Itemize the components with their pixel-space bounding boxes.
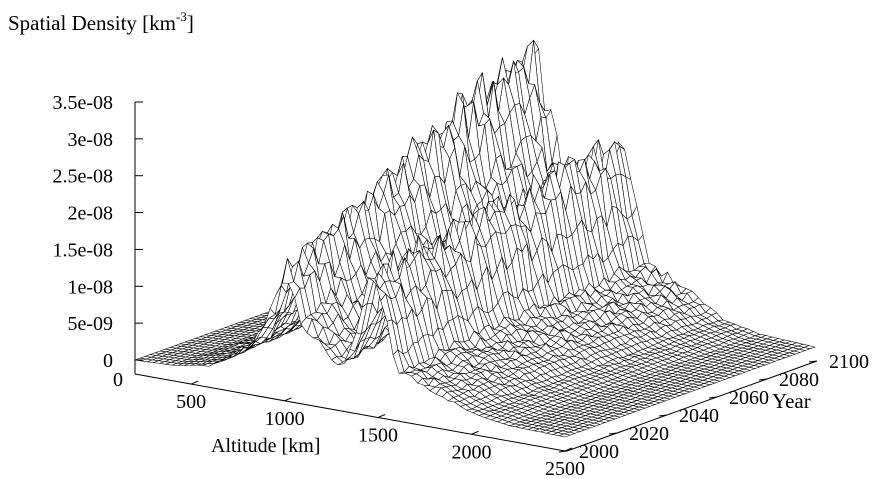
x-tick <box>377 414 386 418</box>
axes: 0 5e-09 1e-08 1.5e-08 2e-08 2.5e-08 3e-08 3.5e-… <box>52 92 869 479</box>
y-tick-label: 2000 <box>579 441 619 463</box>
x-tick <box>471 430 479 435</box>
x-axis-line <box>134 373 566 452</box>
y-tick <box>708 396 718 399</box>
z-tick-label: 3.5e-08 <box>52 92 113 114</box>
y-tick-label: 2040 <box>679 405 719 427</box>
x-tick-label: 1000 <box>265 408 305 430</box>
chart-title: Spatial Density [km-3] <box>8 10 194 34</box>
y-tick <box>558 450 568 453</box>
y-tick <box>658 414 668 417</box>
y-tick <box>758 378 768 381</box>
z-tick-label: 1e-08 <box>67 276 113 298</box>
z-tick-label: 1.5e-08 <box>52 239 113 261</box>
chart-title-superscript: -3 <box>175 9 187 24</box>
y-tick-label: 2100 <box>829 351 869 373</box>
x-tick <box>564 447 573 452</box>
x-tick-label: 2500 <box>545 458 585 479</box>
z-tick-label: 3e-08 <box>67 129 113 151</box>
z-tick-label: 2e-08 <box>67 203 113 225</box>
x-tick <box>284 397 292 402</box>
y-tick-label: 2080 <box>779 369 819 391</box>
chart-title-end: ] <box>186 11 194 35</box>
y-tick <box>608 432 618 435</box>
x-tick <box>190 380 199 385</box>
y-tick-label: 2020 <box>629 423 669 445</box>
x-tick-label: 2000 <box>452 441 492 463</box>
y-tick-label: 2060 <box>729 387 769 409</box>
x-tick-label: 1500 <box>358 425 398 447</box>
x-axis-label: Altitude [km] <box>211 435 321 457</box>
chart-title-text: Spatial Density [km <box>8 11 176 35</box>
z-tick-label: 0 <box>103 350 113 372</box>
y-tick <box>808 360 818 363</box>
y-axis-label: Year <box>772 389 811 413</box>
z-tick-label: 2.5e-08 <box>52 166 113 188</box>
base-zero-label: 0 <box>113 369 123 391</box>
z-tick-label: 5e-09 <box>67 313 113 335</box>
y-axis-line <box>566 360 818 452</box>
surface-mesh <box>134 39 816 438</box>
x-tick-label: 500 <box>176 391 206 413</box>
